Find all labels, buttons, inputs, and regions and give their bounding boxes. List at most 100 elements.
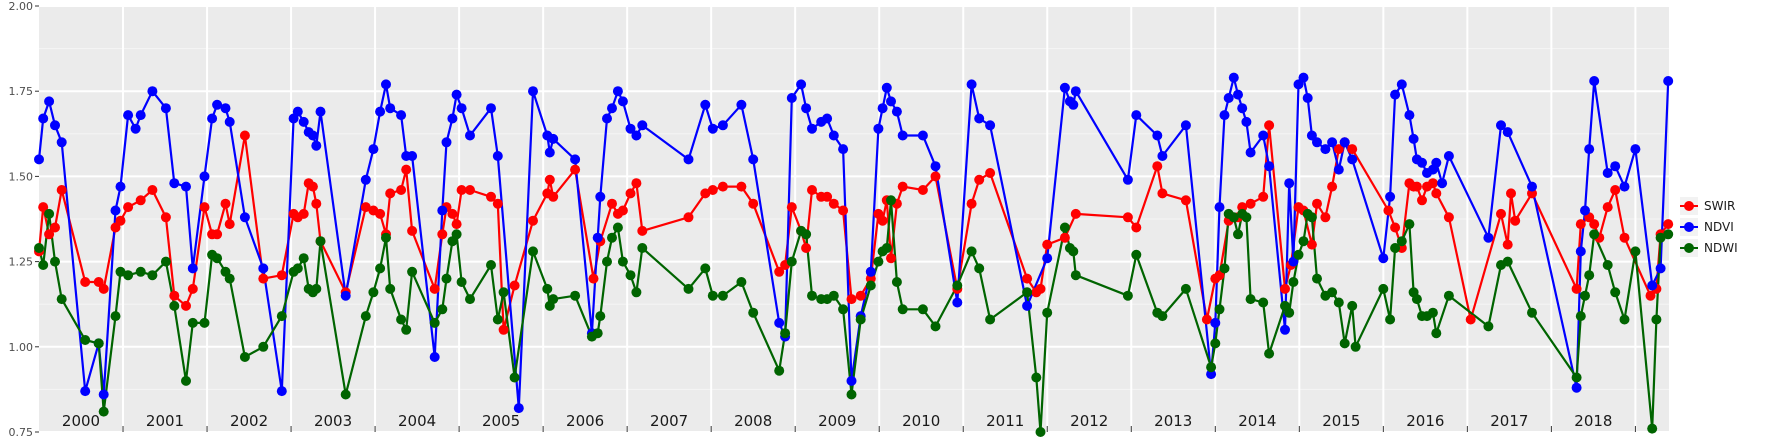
data-point-ndvi (966, 79, 977, 90)
legend-label-ndvi: NDVI (1704, 220, 1734, 234)
data-point-swir (1619, 232, 1630, 243)
data-point-ndvi (1610, 161, 1621, 172)
data-point-swir (1157, 188, 1168, 199)
data-point-swir (1333, 144, 1344, 155)
data-point-ndwi (1339, 338, 1350, 349)
data-point-ndwi (897, 304, 908, 315)
year-label: 2002 (230, 412, 268, 430)
data-point-ndvi (1312, 137, 1322, 148)
data-point-ndvi (98, 389, 109, 400)
data-point-ndvi (707, 123, 718, 134)
year-label: 2010 (902, 412, 940, 430)
data-point-swir (456, 185, 467, 195)
data-point-ndwi (974, 263, 985, 274)
data-point-ndwi (181, 375, 191, 386)
data-point-swir (588, 273, 599, 284)
data-point-ndwi (1035, 427, 1046, 437)
data-point-ndvi (1264, 161, 1275, 172)
data-point-ndwi (456, 277, 467, 287)
data-point-swir (1571, 283, 1582, 294)
data-point-ndwi (774, 365, 785, 376)
data-point-swir (1180, 195, 1191, 206)
data-point-ndvi (796, 79, 807, 90)
data-point-swir (544, 174, 555, 185)
data-point-ndvi (683, 154, 694, 165)
data-point-ndwi (1122, 290, 1133, 301)
data-point-ndvi (625, 123, 636, 134)
data-point-ndwi (873, 256, 884, 267)
data-point-ndvi (80, 386, 91, 397)
data-point-swir (607, 198, 617, 209)
data-point-ndwi (486, 260, 496, 270)
data-point-ndvi (1237, 103, 1248, 114)
data-point-swir (1390, 222, 1401, 233)
data-point-ndwi (465, 294, 475, 305)
data-point-swir (1645, 290, 1656, 301)
data-point-ndwi (375, 263, 386, 274)
data-point-ndvi (1302, 93, 1313, 103)
data-point-ndwi (1031, 372, 1042, 383)
data-point-ndwi (239, 352, 250, 362)
data-point-ndvi (396, 110, 407, 121)
year-label: 2012 (1070, 412, 1108, 430)
data-point-swir (1070, 208, 1081, 219)
data-point-ndvi (930, 161, 941, 172)
data-point-ndwi (683, 283, 694, 294)
data-point-ndvi (570, 154, 581, 165)
data-point-ndvi (865, 266, 876, 277)
data-point-swir (298, 208, 309, 219)
data-point-ndvi (838, 144, 849, 155)
data-point-ndvi (276, 386, 287, 397)
data-point-ndvi (147, 86, 158, 97)
data-point-ndvi (1042, 253, 1053, 264)
data-point-ndwi (298, 253, 309, 264)
data-point-ndwi (1245, 294, 1256, 305)
data-point-ndwi (199, 317, 210, 328)
data-point-ndwi (451, 229, 462, 240)
data-point-swir (311, 198, 322, 209)
data-point-swir (838, 205, 849, 216)
data-point-ndvi (1284, 178, 1295, 189)
data-point-ndvi (1223, 93, 1234, 103)
y-tick-label: 1.00 (9, 341, 34, 354)
data-point-ndwi (1663, 229, 1674, 240)
data-point-ndwi (360, 311, 371, 322)
y-axis: 0.75 1.00 1.25 1.50 1.75 2.00 (9, 0, 39, 439)
data-point-ndwi (801, 229, 812, 240)
data-point-swir (181, 300, 191, 311)
data-point-ndwi (80, 335, 91, 345)
data-point-ndwi (276, 311, 287, 322)
data-point-swir (396, 185, 407, 195)
data-point-ndvi (307, 130, 318, 141)
data-point-ndvi (1417, 157, 1427, 168)
data-point-swir (1383, 205, 1394, 216)
data-point-ndvi (897, 130, 908, 141)
data-point-ndwi (1022, 287, 1033, 298)
data-point-ndwi (1312, 273, 1322, 284)
data-point-swir (1131, 222, 1142, 233)
data-point-swir (160, 212, 171, 223)
data-point-ndwi (258, 341, 269, 352)
year-label: 2016 (1406, 412, 1444, 430)
data-point-swir (1264, 120, 1275, 131)
data-point-ndwi (838, 304, 849, 315)
data-point-ndvi (239, 212, 250, 223)
data-point-ndwi (1584, 270, 1595, 281)
data-point-swir (50, 222, 60, 233)
data-point-ndwi (315, 236, 326, 247)
year-label: 2000 (62, 412, 100, 430)
data-point-ndwi (1378, 283, 1389, 294)
data-point-swir (465, 185, 475, 195)
legend-label-swir: SWIR (1704, 199, 1735, 213)
y-tick-label: 2.00 (9, 0, 34, 13)
data-point-ndvi (130, 123, 141, 134)
data-point-ndvi (1347, 154, 1358, 165)
data-point-ndwi (187, 317, 198, 328)
data-point-ndwi (34, 243, 44, 253)
data-point-ndwi (1333, 297, 1344, 308)
data-point-swir (966, 198, 977, 209)
data-point-ndvi (298, 116, 309, 127)
data-point-swir (169, 290, 180, 301)
data-point-swir (625, 188, 636, 199)
data-point-ndwi (1068, 246, 1079, 257)
